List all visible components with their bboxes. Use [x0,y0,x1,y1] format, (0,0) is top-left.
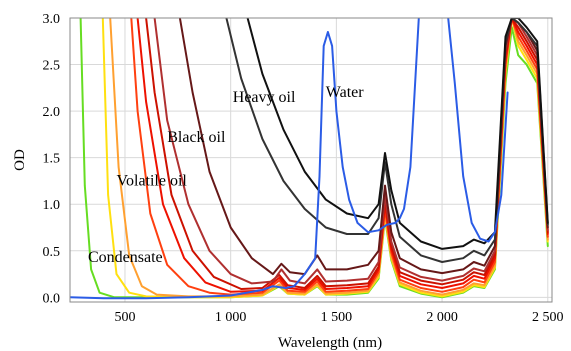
plot-area [70,18,552,302]
y-tick-label: 0.5 [43,245,61,260]
x-axis-label: Wavelength (nm) [278,335,382,351]
annotation-label: Black oil [167,129,226,146]
y-tick-label: 2.0 [43,105,61,120]
y-tick-labels: 0.0 0.5 1.0 1.5 2.0 2.5 3.0 [43,12,61,306]
grid [70,17,552,302]
annotation-label: Heavy oil [233,89,296,106]
x-tick-label: 1 000 [215,310,247,325]
annotation-label: Volatile oil [117,173,188,190]
y-tick-label: 1.5 [43,152,61,167]
y-tick-label: 0.0 [43,291,61,306]
series-line-11 [70,18,509,300]
annotation-label: Condensate [88,249,163,266]
y-tick-label: 1.0 [43,198,61,213]
x-tick-label: 2 500 [532,310,564,325]
y-axis-label: OD [12,149,28,171]
x-tick-labels: 500 1 000 1 500 2 000 2 500 [114,310,563,325]
y-tick-label: 3.0 [43,12,61,27]
plot-frame [69,17,553,303]
x-tick-label: 500 [114,310,135,325]
annotation-label: Water [326,84,364,101]
annotations: Condensate Volatile oil Black oil Heavy oil… [88,84,364,266]
x-tick-label: 1 500 [321,310,353,325]
x-tick-label: 2 000 [426,310,458,325]
series-group [70,18,549,300]
y-tick-label: 2.5 [43,59,61,74]
